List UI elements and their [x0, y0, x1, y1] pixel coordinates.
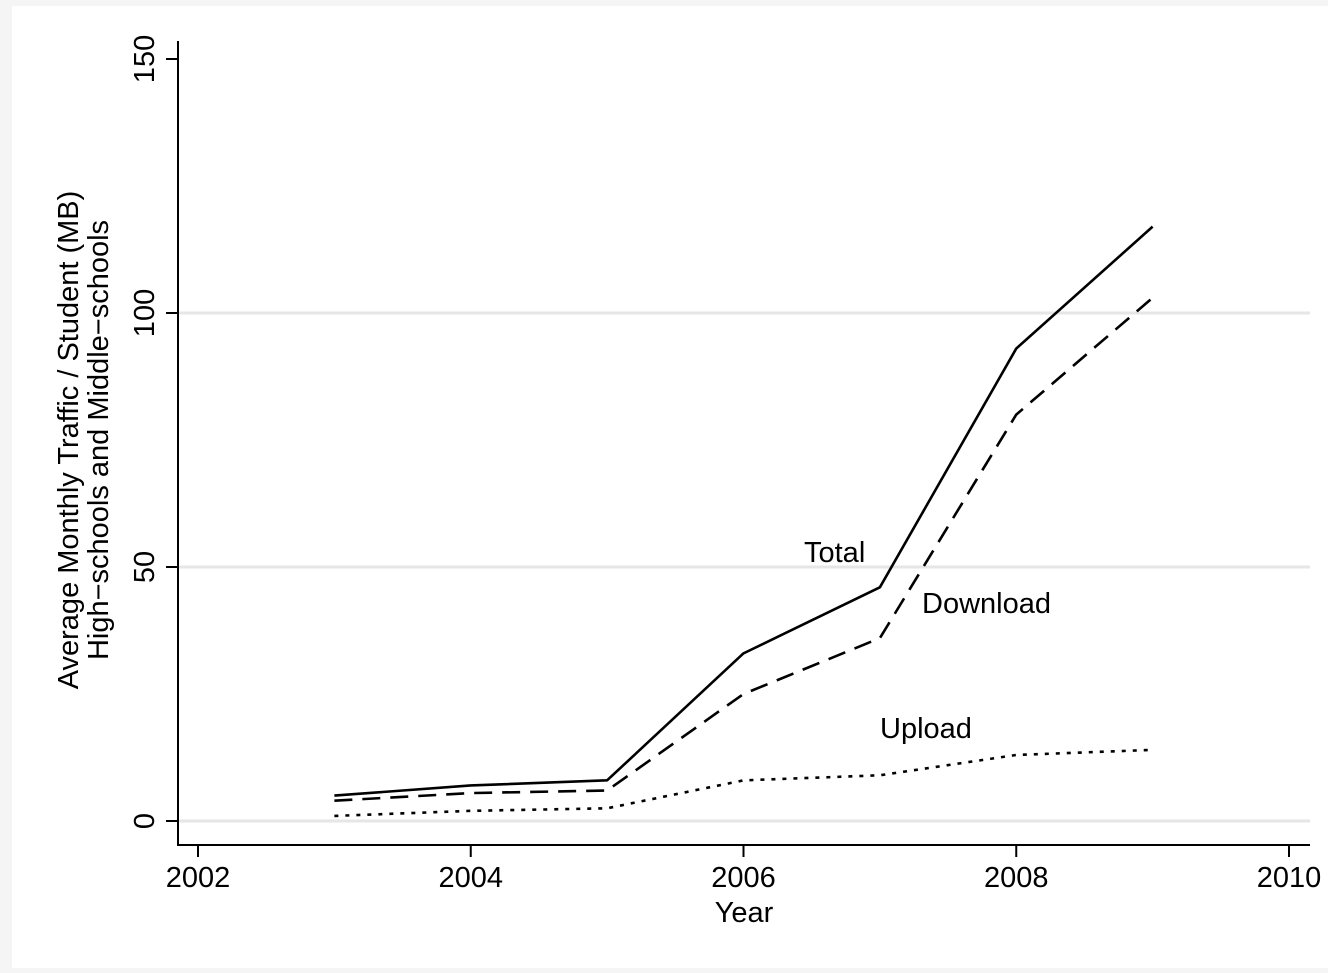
series-line-upload [334, 748, 1153, 818]
series-label-total: Total [804, 537, 865, 569]
series-labels: Total Download Upload [804, 537, 1051, 745]
axes: 0 50 100 150 2002 2004 2006 2008 2010 [129, 35, 1321, 894]
gridlines [178, 311, 1310, 823]
x-axis-title: Year [715, 897, 774, 929]
x-tick-label-2004: 2004 [438, 862, 503, 894]
series-line-download [334, 296, 1154, 802]
series-lines [334, 225, 1154, 818]
series-label-upload: Upload [880, 713, 972, 745]
x-tick-label-2006: 2006 [711, 862, 776, 894]
y-tick-label-0: 0 [129, 813, 161, 829]
x-tick-label-2008: 2008 [984, 862, 1049, 894]
series-label-download: Download [922, 588, 1051, 620]
y-tick-label-100: 100 [129, 289, 161, 337]
y-axis-title-line2: High−schools and Middle−schools [83, 220, 115, 660]
y-tick-label-50: 50 [129, 551, 161, 583]
y-tick-label-150: 150 [129, 35, 161, 83]
line-chart: 0 50 100 150 2002 2004 2006 2008 2010 Total Downl… [53, 35, 1321, 929]
chart-frame: 0 50 100 150 2002 2004 2006 2008 2010 Total Downl… [12, 6, 1328, 968]
y-axis-title-line1: Average Monthly Traffic / Student (MB) [53, 191, 85, 690]
series-line-total [334, 225, 1154, 797]
x-tick-label-2002: 2002 [166, 862, 231, 894]
x-tick-label-2010: 2010 [1257, 862, 1322, 894]
